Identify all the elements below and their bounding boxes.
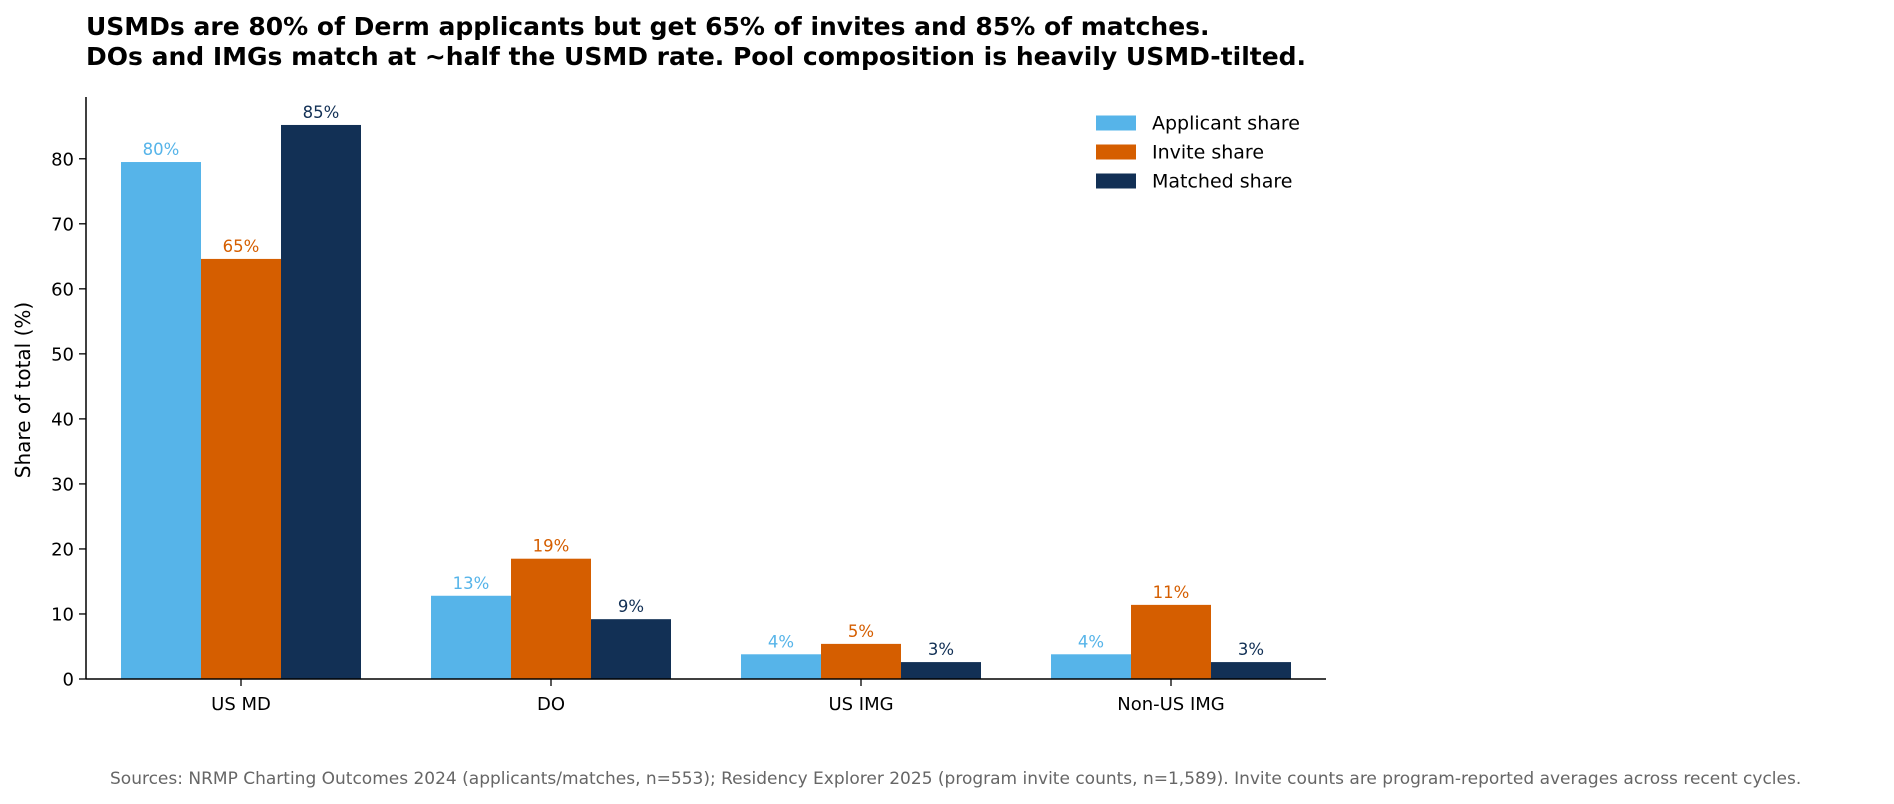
bar-value-label: 19%	[533, 537, 570, 556]
legend: Applicant share Invite share Matched share	[1096, 113, 1300, 193]
x-tick-label: DO	[537, 694, 565, 715]
y-tick-label: 30	[51, 474, 74, 495]
legend-label: Matched share	[1152, 171, 1292, 193]
bar	[821, 643, 901, 679]
bar-value-label: 5%	[848, 622, 874, 641]
bar-value-label: 65%	[223, 237, 260, 256]
bar	[1211, 662, 1291, 679]
bar	[511, 558, 591, 679]
y-tick-label: 40	[51, 409, 74, 430]
y-tick-label: 50	[51, 344, 74, 365]
legend-label: Applicant share	[1152, 113, 1300, 135]
legend-swatch	[1096, 173, 1136, 189]
x-tick-label: US MD	[211, 694, 271, 715]
bar	[741, 654, 821, 679]
bar-value-label: 13%	[453, 574, 490, 593]
y-tick-label: 80	[51, 149, 74, 170]
bar-value-label: 11%	[1153, 583, 1190, 602]
bar	[1131, 604, 1211, 679]
bar-value-label: 3%	[1238, 640, 1264, 659]
bar	[281, 124, 361, 679]
chart-title-line-2: DOs and IMGs match at ~half the USMD rat…	[86, 42, 1306, 71]
y-tick-label: 0	[63, 670, 74, 691]
y-tick-label: 70	[51, 214, 74, 235]
bar-value-label: 80%	[143, 140, 180, 159]
bar	[201, 258, 281, 679]
legend-label: Invite share	[1152, 142, 1264, 164]
y-axis-title: Share of total (%)	[11, 302, 35, 478]
bar-value-label: 9%	[618, 597, 644, 616]
legend-swatch	[1096, 144, 1136, 160]
bar	[431, 595, 511, 679]
bar	[121, 162, 201, 679]
y-tick-label: 20	[51, 539, 74, 560]
bar	[901, 662, 981, 679]
bar-value-label: 3%	[928, 640, 954, 659]
plot-area: 0 10 20 30 40 50 60 70 80 80% 65% 85% US MD 13% 19% 9% D…	[51, 97, 1326, 715]
y-tick-label: 10	[51, 604, 74, 625]
bar-value-label: 4%	[768, 632, 794, 651]
y-tick-label: 60	[51, 279, 74, 300]
bar-value-label: 4%	[1078, 632, 1104, 651]
bar	[1051, 654, 1131, 679]
chart-title-line-1: USMDs are 80% of Derm applicants but get…	[86, 12, 1210, 41]
x-tick-label: Non-US IMG	[1117, 694, 1225, 715]
source-note: Sources: NRMP Charting Outcomes 2024 (ap…	[110, 769, 1801, 789]
bar-value-label: 85%	[303, 103, 340, 122]
bar	[591, 619, 671, 679]
legend-swatch	[1096, 115, 1136, 131]
x-tick-label: US IMG	[828, 694, 893, 715]
